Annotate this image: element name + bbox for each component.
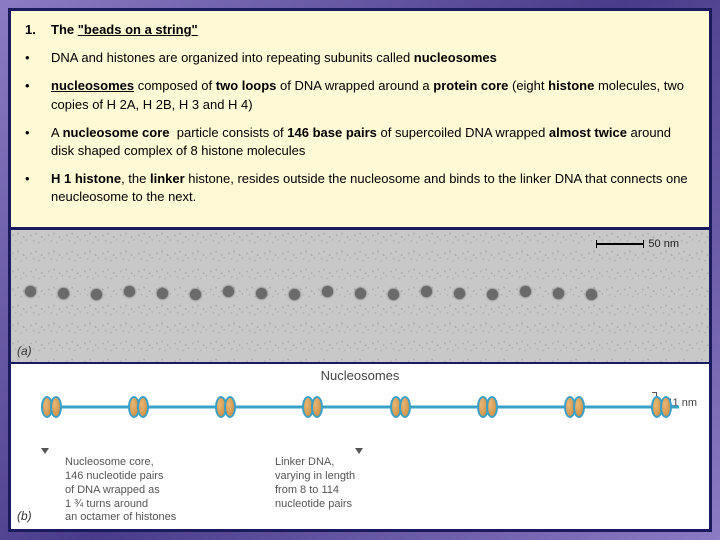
scale-bar: 50 nm: [596, 238, 679, 250]
bullet-text: H 1 histone, the linker histone, resides…: [51, 170, 695, 206]
bullet-item: •nucleosomes composed of two loops of DN…: [25, 77, 695, 113]
title: 1. The "beads on a string": [25, 21, 695, 39]
title-text: The "beads on a string": [51, 21, 198, 39]
bead: [256, 288, 267, 299]
bead: [25, 286, 36, 297]
bead: [388, 289, 399, 300]
caption-right-wrap: Linker DNA,varying in lengthfrom 8 to 11…: [275, 446, 495, 525]
text-panel: 1. The "beads on a string" •DNA and hist…: [11, 11, 709, 230]
nucleosome: [41, 396, 69, 418]
histone-disk: [311, 396, 323, 418]
histone-disk: [224, 396, 236, 418]
bullet-text: DNA and histones are organized into repe…: [51, 49, 695, 67]
nucleosome: [215, 396, 243, 418]
bullet-list: •DNA and histones are organized into rep…: [25, 49, 695, 206]
nucleosome: [302, 396, 330, 418]
bead: [91, 289, 102, 300]
scale-bar-line: [596, 243, 644, 245]
nucleosome: [564, 396, 592, 418]
bead: [586, 289, 597, 300]
bullet-item: •A nucleosome core particle consists of …: [25, 124, 695, 160]
figure-panel: 50 nm (a) Nucleosomes ~11 nm Nucleosome …: [11, 230, 709, 530]
caption-left: Nucleosome core,146 nucleotide pairsof D…: [65, 456, 275, 525]
diagram: Nucleosomes ~11 nm Nucleosome core,146 n…: [11, 364, 709, 529]
bead: [487, 289, 498, 300]
bullet-mark: •: [25, 124, 51, 160]
bullet-mark: •: [25, 77, 51, 113]
panel-label-b: (b): [17, 509, 32, 523]
caption-right: Linker DNA,varying in lengthfrom 8 to 11…: [275, 456, 445, 511]
bead: [355, 288, 366, 299]
histone-disk: [486, 396, 498, 418]
bead: [223, 286, 234, 297]
bullet-item: •H 1 histone, the linker histone, reside…: [25, 170, 695, 206]
histone-disk: [573, 396, 585, 418]
nucleosome: [128, 396, 156, 418]
bead: [421, 286, 432, 297]
bead: [157, 288, 168, 299]
nucleosome: [477, 396, 505, 418]
panel-label-a: (a): [17, 344, 32, 358]
bead: [322, 286, 333, 297]
bead: [454, 288, 465, 299]
caption-left-wrap: Nucleosome core,146 nucleotide pairsof D…: [11, 446, 275, 525]
bead: [190, 289, 201, 300]
bullet-mark: •: [25, 49, 51, 67]
bead: [520, 286, 531, 297]
bullet-text: nucleosomes composed of two loops of DNA…: [51, 77, 695, 113]
histone-disk: [137, 396, 149, 418]
bead: [124, 286, 135, 297]
bead: [553, 288, 564, 299]
bullet-text: A nucleosome core particle consists of 1…: [51, 124, 695, 160]
bullet-item: •DNA and histones are organized into rep…: [25, 49, 695, 67]
nucleosome: [390, 396, 418, 418]
slide-frame: 1. The "beads on a string" •DNA and hist…: [8, 8, 712, 532]
arrow-down-icon: [41, 448, 49, 454]
bullet-mark: •: [25, 170, 51, 206]
title-number: 1.: [25, 21, 51, 39]
nucleosome: [651, 396, 679, 418]
bead-string: [25, 285, 695, 301]
bead: [289, 289, 300, 300]
bead: [58, 288, 69, 299]
arrow-down-icon: [355, 448, 363, 454]
scale-bar-label: 50 nm: [648, 238, 679, 250]
histone-disk: [50, 396, 62, 418]
caption-row: Nucleosome core,146 nucleotide pairsof D…: [11, 446, 709, 525]
nucleosome-row: [41, 392, 679, 422]
micrograph: 50 nm (a): [11, 230, 709, 365]
diagram-title: Nucleosomes: [321, 368, 400, 383]
histone-disk: [399, 396, 411, 418]
histone-disk: [660, 396, 672, 418]
